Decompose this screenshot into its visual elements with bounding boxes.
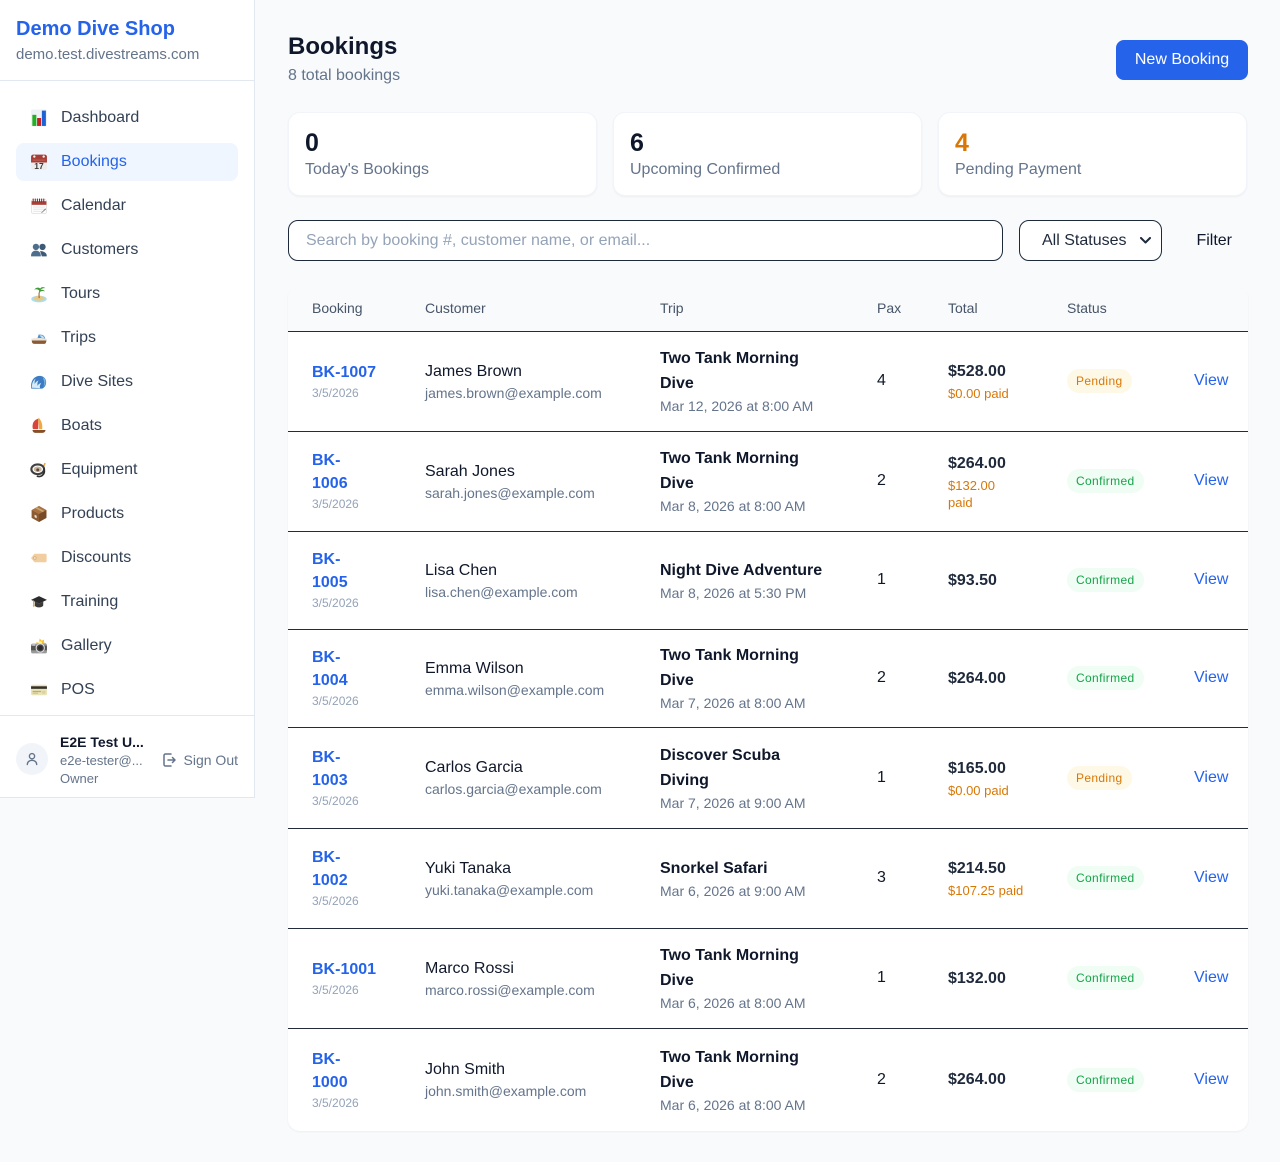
svg-text:17: 17 (34, 161, 44, 171)
